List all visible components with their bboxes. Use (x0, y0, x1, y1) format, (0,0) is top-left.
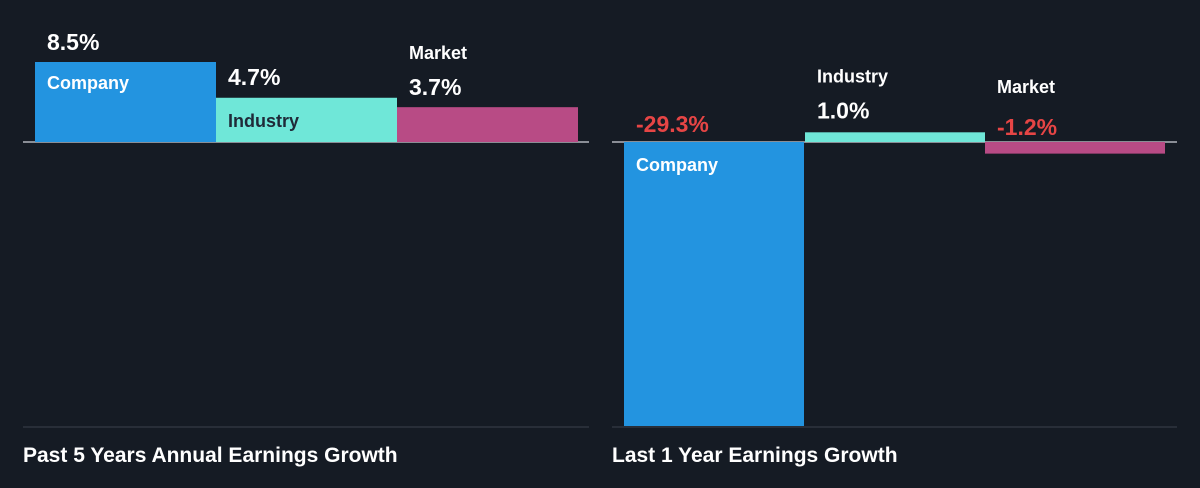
one-year-value-label-industry: 1.0% (817, 97, 869, 123)
last-1-year-chart: -29.3% Company 1.0% Industry -1.2% Market (612, 66, 1177, 428)
one-year-category-label-market: Market (997, 77, 1055, 97)
chart-title-last-1-year: Last 1 Year Earnings Growth (612, 444, 898, 467)
five-year-category-label-industry: Industry (228, 111, 299, 131)
five-year-bar-market (397, 107, 578, 142)
one-year-bar-company (624, 142, 804, 426)
one-year-value-label-company: -29.3% (636, 111, 709, 137)
five-year-value-label-industry: 4.7% (228, 64, 280, 90)
one-year-category-label-company: Company (636, 155, 718, 175)
one-year-bar-industry (805, 132, 985, 142)
one-year-bar-market (985, 142, 1165, 154)
past-5-years-chart: 8.5% Company 4.7% Industry 3.7% Market (23, 29, 589, 428)
one-year-value-label-market: -1.2% (997, 114, 1057, 140)
chart-title-past-5-years: Past 5 Years Annual Earnings Growth (23, 444, 398, 467)
five-year-value-label-market: 3.7% (409, 74, 461, 100)
five-year-category-label-market: Market (409, 43, 467, 63)
five-year-category-label-company: Company (47, 73, 129, 93)
five-year-value-label-company: 8.5% (47, 29, 99, 55)
five-year-bar-industry (216, 97, 397, 142)
five-year-bar-company (35, 62, 216, 142)
one-year-category-label-industry: Industry (817, 66, 888, 86)
